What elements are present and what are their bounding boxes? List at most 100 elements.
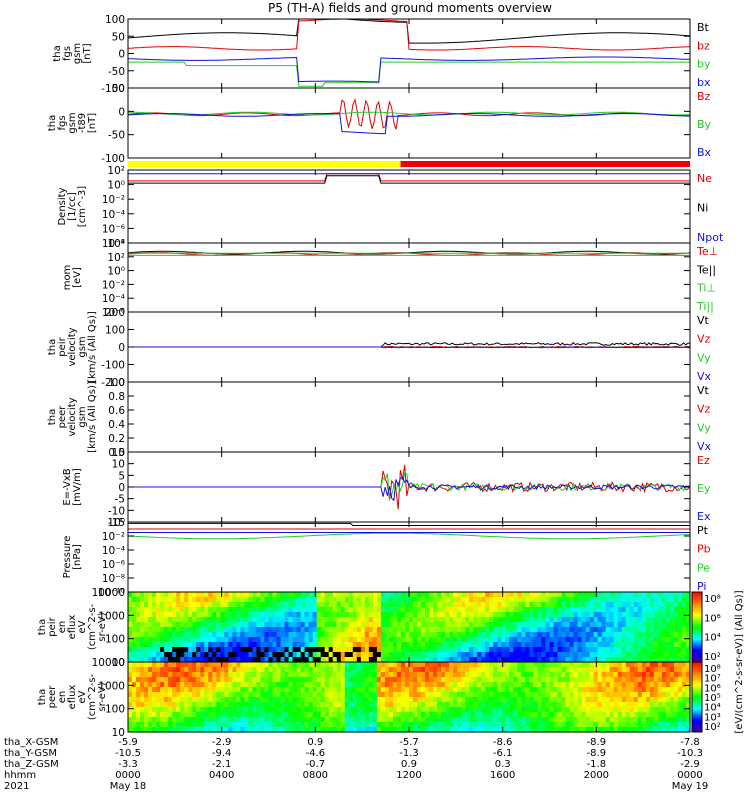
heatmap-cell [497, 637, 502, 643]
heatmap-cell [184, 667, 189, 673]
heatmap-cell [132, 602, 137, 608]
heatmap-cell [425, 707, 430, 713]
heatmap-cell [617, 727, 623, 733]
heatmap-cell [565, 702, 571, 708]
heatmap-cell [312, 652, 318, 658]
heatmap-cell [669, 672, 675, 678]
heatmap-cell [160, 727, 165, 733]
heatmap-cell [673, 612, 679, 618]
heatmap-cell [268, 637, 274, 643]
heatmap-cell [617, 692, 623, 698]
heatmap-cell [288, 622, 294, 628]
heatmap-cell [184, 647, 189, 653]
heatmap-cell [461, 632, 466, 638]
heatmap-cell [384, 657, 390, 663]
heatmap-cell [188, 697, 193, 703]
heatmap-cell [657, 657, 663, 663]
heatmap-cell [176, 692, 181, 698]
heatmap-cell [621, 647, 627, 653]
heatmap-cell [320, 722, 326, 728]
y-tick-label: -15 [108, 517, 125, 529]
heatmap-cell [156, 617, 161, 623]
heatmap-cell [657, 712, 663, 718]
heatmap-cell [645, 707, 651, 713]
heatmap-cell [296, 607, 302, 613]
heatmap-cell [304, 662, 310, 668]
heatmap-cell [529, 657, 535, 663]
heatmap-cell [617, 607, 623, 613]
heatmap-cell [320, 617, 326, 623]
heatmap-cell [372, 607, 378, 613]
heatmap-cell [332, 667, 338, 673]
heatmap-cell [272, 707, 278, 713]
heatmap-cell [240, 667, 246, 673]
heatmap-cell [569, 717, 575, 723]
heatmap-cell [653, 682, 659, 688]
legend-Ni: Ni [697, 202, 708, 215]
heatmap-cell [557, 662, 563, 668]
heatmap-cell [192, 617, 197, 623]
heatmap-cell [581, 592, 587, 598]
heatmap-cell [465, 657, 470, 663]
heatmap-cell [276, 592, 282, 598]
heatmap-cell [569, 702, 575, 708]
heatmap-cell [589, 662, 595, 668]
heatmap-cell [497, 707, 502, 713]
y-tick-label: 10⁻² [102, 531, 125, 543]
heatmap-cell [529, 627, 535, 633]
heatmap-cell [232, 707, 237, 713]
heatmap-cell [601, 722, 607, 728]
heatmap-cell [533, 632, 539, 638]
heatmap-cell [525, 602, 531, 608]
heatmap-cell [481, 657, 486, 663]
heatmap-cell [352, 692, 358, 698]
heatmap-cell [256, 602, 262, 608]
heatmap-cell [409, 657, 414, 663]
heatmap-cell [557, 597, 563, 603]
heatmap-cell [457, 642, 462, 648]
heatmap-cell [312, 717, 318, 723]
heatmap-cell [513, 677, 518, 683]
heatmap-cell [308, 642, 314, 648]
heatmap-cell [445, 627, 450, 633]
heatmap-cell [537, 642, 543, 648]
heatmap-cell [188, 707, 193, 713]
heatmap-cell [208, 717, 213, 723]
heatmap-cell [485, 652, 490, 658]
heatmap-cell [485, 637, 490, 643]
heatmap-cell [473, 662, 478, 668]
heatmap-cell [248, 642, 254, 648]
heatmap-cell [441, 647, 446, 653]
heatmap-cell [657, 622, 663, 628]
heatmap-cell [625, 687, 631, 693]
heatmap-cell [569, 592, 575, 598]
heatmap-cell [677, 722, 683, 728]
heatmap-cell [589, 672, 595, 678]
heatmap-cell [545, 677, 551, 683]
heatmap-cell [501, 672, 506, 678]
heatmap-cell [681, 667, 687, 673]
heatmap-cell [172, 702, 177, 708]
heatmap-cell [429, 662, 434, 668]
heatmap-cell [613, 702, 619, 708]
heatmap-cell [148, 647, 153, 653]
heatmap-cell [441, 662, 446, 668]
heatmap-cell [501, 667, 506, 673]
heatmap-cell [156, 692, 161, 698]
heatmap-cell [565, 627, 571, 633]
heatmap-cell [585, 712, 591, 718]
heatmap-cell [633, 622, 639, 628]
heatmap-cell [565, 712, 571, 718]
heatmap-cell [637, 617, 643, 623]
heatmap-cell [429, 657, 434, 663]
heatmap-cell [280, 622, 286, 628]
heatmap-cell [344, 722, 350, 728]
heatmap-cell [605, 592, 611, 598]
heatmap-cell [681, 662, 687, 668]
heatmap-cell [501, 637, 506, 643]
heatmap-cell [557, 672, 563, 678]
heatmap-cell [609, 702, 615, 708]
heatmap-cell [613, 712, 619, 718]
heatmap-cell [525, 617, 531, 623]
heatmap-cell [316, 602, 322, 608]
